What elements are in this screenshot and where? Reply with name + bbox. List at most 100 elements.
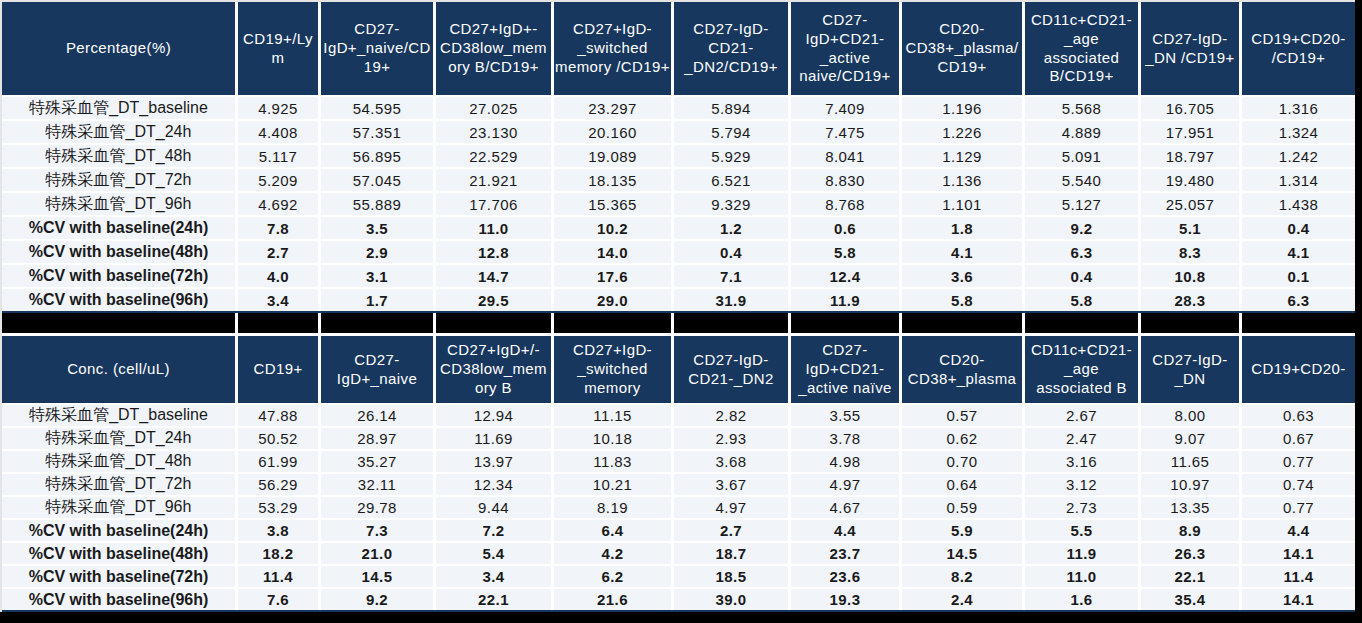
table1-cell-r1-c8[interactable]: 17.951 <box>1141 121 1239 143</box>
table2-title-cell[interactable]: Conc. (cell/uL) <box>2 336 235 403</box>
table2-cell-r8-c1[interactable]: 9.2 <box>321 589 433 610</box>
table1-cell-r8-c4[interactable]: 31.9 <box>674 289 788 311</box>
table2-column-header-6[interactable]: CD20- CD38+_plasma <box>902 336 1022 403</box>
table2-cell-r7-c9[interactable]: 11.4 <box>1242 566 1355 587</box>
table2-cell-r2-c0[interactable]: 61.99 <box>238 451 318 472</box>
table1-cell-r5-c4[interactable]: 1.2 <box>674 217 788 239</box>
table2-row-label-4[interactable]: 特殊采血管_DT_96h <box>2 497 235 518</box>
table2-column-header-5[interactable]: CD27- IgD+CD21- _active naïve <box>791 336 899 403</box>
table1-row-label-6[interactable]: %CV with baseline(48h) <box>2 241 235 263</box>
table1-cell-r4-c9[interactable]: 1.438 <box>1242 193 1355 215</box>
table1-cell-r5-c7[interactable]: 9.2 <box>1025 217 1138 239</box>
table2-cell-r3-c4[interactable]: 3.67 <box>674 474 788 495</box>
table2-cell-r2-c4[interactable]: 3.68 <box>674 451 788 472</box>
table2-cell-r2-c5[interactable]: 4.98 <box>791 451 899 472</box>
table1-cell-r1-c1[interactable]: 57.351 <box>321 121 433 143</box>
table2-cell-r5-c6[interactable]: 5.9 <box>902 520 1022 541</box>
table2-cell-r4-c3[interactable]: 8.19 <box>554 497 671 518</box>
table1-cell-r6-c9[interactable]: 4.1 <box>1242 241 1355 263</box>
table1-row-label-0[interactable]: 特殊采血管_DT_baseline <box>2 97 235 119</box>
table2-cell-r0-c5[interactable]: 3.55 <box>791 405 899 426</box>
table1-cell-r0-c5[interactable]: 7.409 <box>791 97 899 119</box>
table2-cell-r8-c0[interactable]: 7.6 <box>238 589 318 610</box>
table1-cell-r5-c0[interactable]: 7.8 <box>238 217 318 239</box>
table2-column-header-8[interactable]: CD27-IgD- _DN <box>1141 336 1239 403</box>
table2-row-label-5[interactable]: %CV with baseline(24h) <box>2 520 235 541</box>
table1-column-header-1[interactable]: CD27- IgD+_naive/CD 19+ <box>321 2 433 95</box>
table2-cell-r0-c7[interactable]: 2.67 <box>1025 405 1138 426</box>
table1-cell-r7-c0[interactable]: 4.0 <box>238 265 318 287</box>
table2-cell-r1-c0[interactable]: 50.52 <box>238 428 318 449</box>
table1-column-header-2[interactable]: CD27+IgD+- CD38low_mem ory B/CD19+ <box>436 2 551 95</box>
table1-cell-r8-c2[interactable]: 29.5 <box>436 289 551 311</box>
table2-cell-r7-c0[interactable]: 11.4 <box>238 566 318 587</box>
table2-cell-r0-c3[interactable]: 11.15 <box>554 405 671 426</box>
table1-row-label-8[interactable]: %CV with baseline(96h) <box>2 289 235 311</box>
table2-cell-r3-c8[interactable]: 10.97 <box>1141 474 1239 495</box>
table2-cell-r1-c6[interactable]: 0.62 <box>902 428 1022 449</box>
table1-cell-r2-c0[interactable]: 5.117 <box>238 145 318 167</box>
table2-column-header-1[interactable]: CD27- IgD+_naive <box>321 336 433 403</box>
table1-cell-r3-c5[interactable]: 8.830 <box>791 169 899 191</box>
table1-cell-r6-c0[interactable]: 2.7 <box>238 241 318 263</box>
table2-cell-r5-c5[interactable]: 4.4 <box>791 520 899 541</box>
table2-cell-r3-c1[interactable]: 32.11 <box>321 474 433 495</box>
table2-cell-r4-c1[interactable]: 29.78 <box>321 497 433 518</box>
table1-cell-r3-c3[interactable]: 18.135 <box>554 169 671 191</box>
table2-cell-r8-c9[interactable]: 14.1 <box>1242 589 1355 610</box>
table2-cell-r6-c8[interactable]: 26.3 <box>1141 543 1239 564</box>
table2-cell-r6-c1[interactable]: 21.0 <box>321 543 433 564</box>
table2-row-label-6[interactable]: %CV with baseline(48h) <box>2 543 235 564</box>
table1-cell-r2-c5[interactable]: 8.041 <box>791 145 899 167</box>
table1-cell-r6-c2[interactable]: 12.8 <box>436 241 551 263</box>
table1-cell-r0-c1[interactable]: 54.595 <box>321 97 433 119</box>
table1-cell-r7-c9[interactable]: 0.1 <box>1242 265 1355 287</box>
table1-column-header-4[interactable]: CD27-IgD- CD21- _DN2/CD19+ <box>674 2 788 95</box>
table1-cell-r2-c6[interactable]: 1.129 <box>902 145 1022 167</box>
table2-cell-r2-c9[interactable]: 0.77 <box>1242 451 1355 472</box>
table2-cell-r1-c5[interactable]: 3.78 <box>791 428 899 449</box>
table2-cell-r7-c4[interactable]: 18.5 <box>674 566 788 587</box>
table2-cell-r5-c4[interactable]: 2.7 <box>674 520 788 541</box>
table1-column-header-7[interactable]: CD11c+CD21- _age associated B/CD19+ <box>1025 2 1138 95</box>
table1-cell-r3-c0[interactable]: 5.209 <box>238 169 318 191</box>
table1-cell-r2-c9[interactable]: 1.242 <box>1242 145 1355 167</box>
table1-cell-r0-c2[interactable]: 27.025 <box>436 97 551 119</box>
table1-cell-r6-c4[interactable]: 0.4 <box>674 241 788 263</box>
table2-cell-r4-c5[interactable]: 4.67 <box>791 497 899 518</box>
table1-cell-r3-c8[interactable]: 19.480 <box>1141 169 1239 191</box>
table2-row-label-8[interactable]: %CV with baseline(96h) <box>2 589 235 610</box>
table2-cell-r6-c4[interactable]: 18.7 <box>674 543 788 564</box>
table2-cell-r5-c8[interactable]: 8.9 <box>1141 520 1239 541</box>
table1-row-label-4[interactable]: 特殊采血管_DT_96h <box>2 193 235 215</box>
table2-column-header-7[interactable]: CD11c+CD21- _age associated B <box>1025 336 1138 403</box>
table2-cell-r5-c1[interactable]: 7.3 <box>321 520 433 541</box>
table2-cell-r2-c8[interactable]: 11.65 <box>1141 451 1239 472</box>
table1-column-header-0[interactable]: CD19+/Ly m <box>238 2 318 95</box>
table2-row-label-2[interactable]: 特殊采血管_DT_48h <box>2 451 235 472</box>
table1-cell-r5-c6[interactable]: 1.8 <box>902 217 1022 239</box>
table1-cell-r2-c7[interactable]: 5.091 <box>1025 145 1138 167</box>
table2-cell-r0-c8[interactable]: 8.00 <box>1141 405 1239 426</box>
table1-cell-r4-c1[interactable]: 55.889 <box>321 193 433 215</box>
table1-column-header-3[interactable]: CD27+IgD- _switched memory /CD19+ <box>554 2 671 95</box>
table1-cell-r2-c1[interactable]: 56.895 <box>321 145 433 167</box>
table1-cell-r3-c4[interactable]: 6.521 <box>674 169 788 191</box>
table1-cell-r0-c8[interactable]: 16.705 <box>1141 97 1239 119</box>
table2-cell-r0-c9[interactable]: 0.63 <box>1242 405 1355 426</box>
table2-cell-r7-c1[interactable]: 14.5 <box>321 566 433 587</box>
table2-cell-r3-c6[interactable]: 0.64 <box>902 474 1022 495</box>
table1-cell-r7-c2[interactable]: 14.7 <box>436 265 551 287</box>
table2-cell-r2-c2[interactable]: 13.97 <box>436 451 551 472</box>
table2-cell-r0-c0[interactable]: 47.88 <box>238 405 318 426</box>
table2-cell-r2-c3[interactable]: 11.83 <box>554 451 671 472</box>
table1-cell-r8-c8[interactable]: 28.3 <box>1141 289 1239 311</box>
table1-cell-r8-c1[interactable]: 1.7 <box>321 289 433 311</box>
table2-column-header-0[interactable]: CD19+ <box>238 336 318 403</box>
table2-cell-r0-c1[interactable]: 26.14 <box>321 405 433 426</box>
table1-cell-r2-c3[interactable]: 19.089 <box>554 145 671 167</box>
table2-cell-r1-c1[interactable]: 28.97 <box>321 428 433 449</box>
table2-cell-r2-c1[interactable]: 35.27 <box>321 451 433 472</box>
table2-cell-r8-c2[interactable]: 22.1 <box>436 589 551 610</box>
table2-cell-r4-c6[interactable]: 0.59 <box>902 497 1022 518</box>
